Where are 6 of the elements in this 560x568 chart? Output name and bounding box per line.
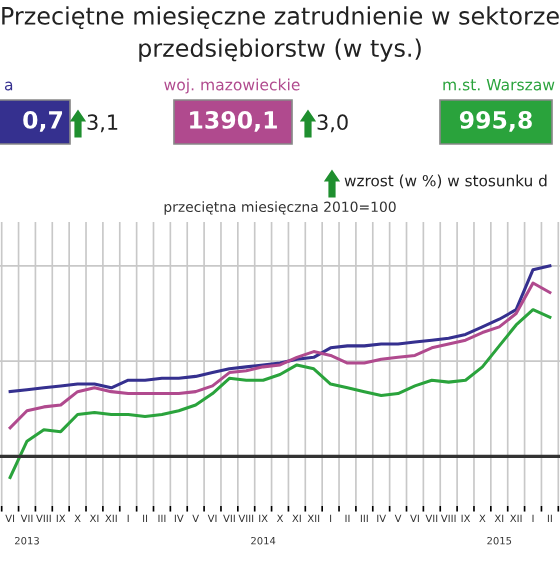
text: 995,8 [459, 110, 532, 132]
text: 1390,1 [190, 110, 277, 132]
text: 0,7 [23, 110, 63, 132]
text: 3,1 [87, 114, 118, 133]
chart-title: Przeciętne miesięczne zatrudnienie w sektorze przedsiębiorstw (w tys.) [2, 6, 559, 62]
text: 3,0 [317, 114, 348, 133]
